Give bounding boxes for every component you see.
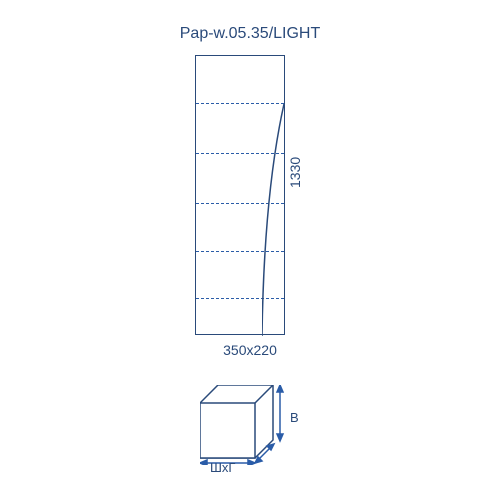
- main-elevation-rect: [195, 55, 285, 335]
- base-dimension: 350x220: [223, 342, 277, 358]
- cube-width-depth-label: ШхГ: [210, 460, 235, 475]
- front-curve: [262, 104, 284, 336]
- cube-legend: [200, 385, 295, 465]
- height-dimension: 1330: [287, 157, 303, 188]
- cube-height-label: В: [290, 410, 299, 425]
- product-title: Pap-w.05.35/LIGHT: [180, 25, 321, 43]
